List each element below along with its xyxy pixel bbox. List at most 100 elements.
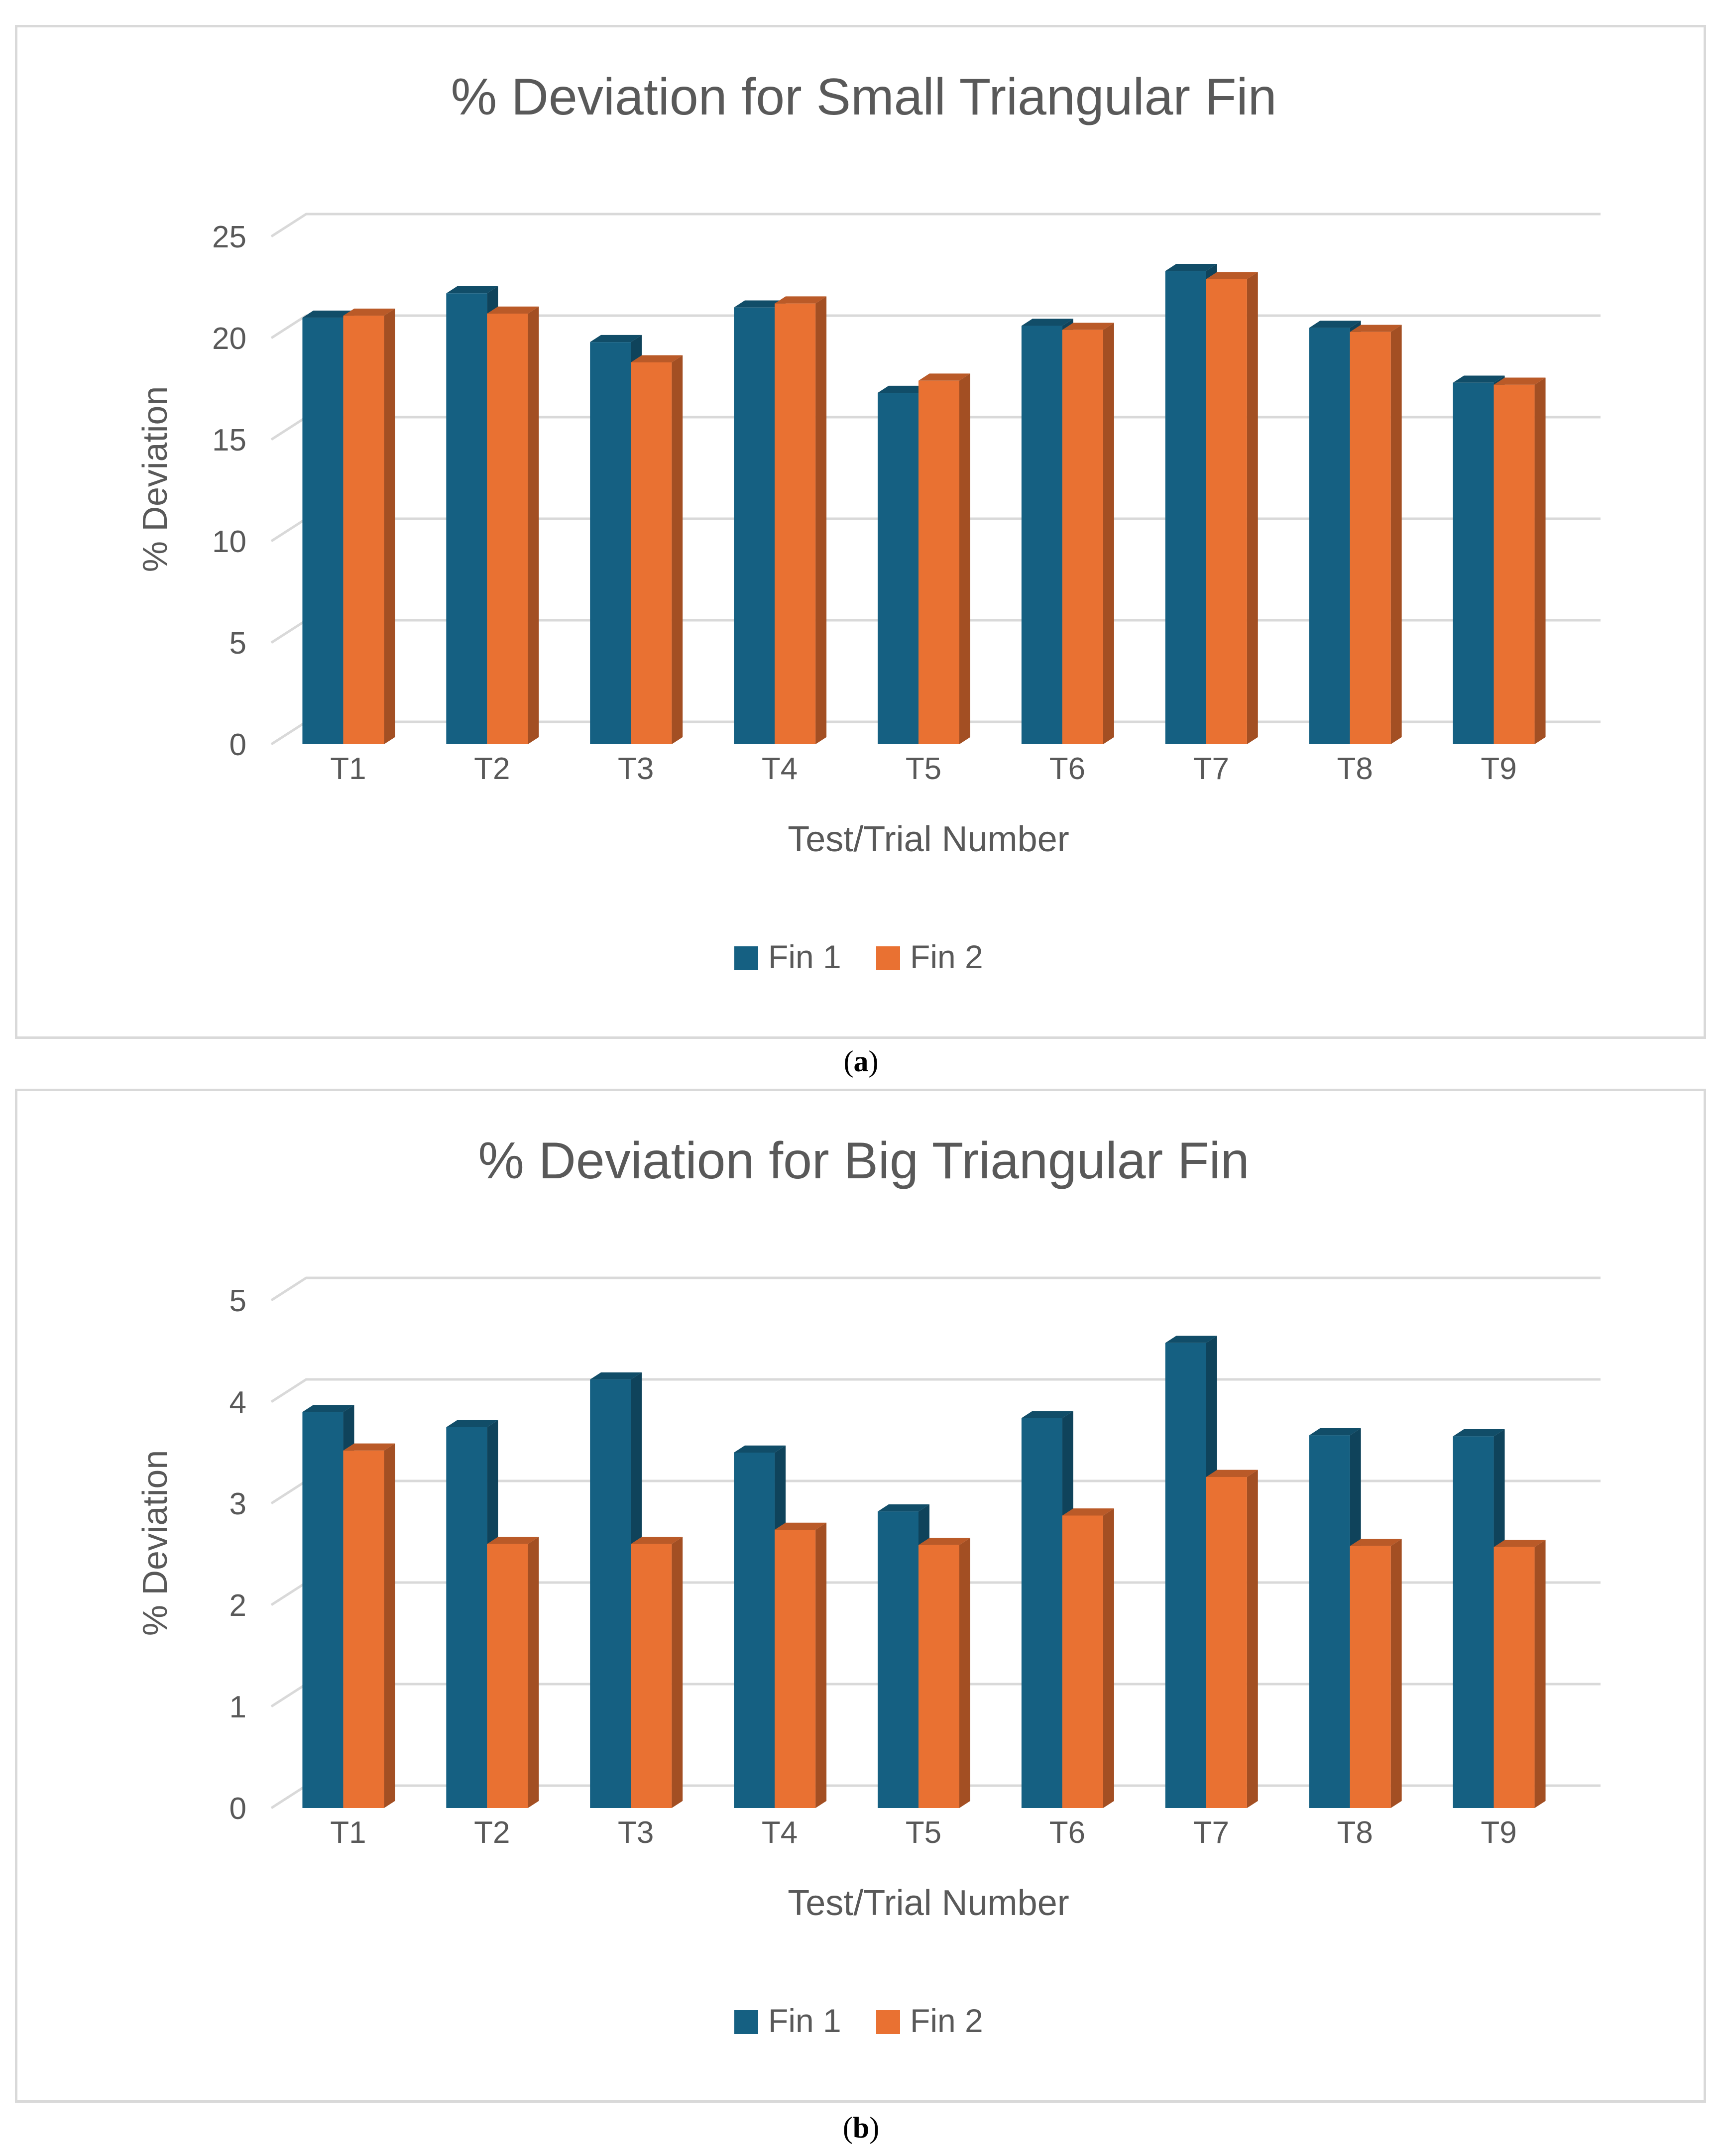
chart-small-fin: % Deviation for Small Triangular Fin 0 5 10… [135, 68, 1601, 975]
legend-swatch [734, 2010, 758, 2034]
bar-fin1-t4 [734, 1453, 775, 1808]
bar-fin2-t2 [487, 314, 528, 744]
bar-top-fin2-t6 [1062, 1508, 1114, 1516]
x-tick-label: T4 [762, 752, 798, 786]
chart-panel-big-fin: % Deviation for Big Triangular Fin 0 1 2 3 4 5… [15, 1089, 1706, 2103]
bar-top-fin1-t1 [302, 1405, 354, 1412]
y-tick-label: 15 [212, 423, 246, 457]
bar-side-fin2-t8 [1390, 325, 1402, 744]
bar-fin1-t9 [1453, 382, 1494, 744]
y-tick-label: 4 [230, 1385, 246, 1420]
bar-side-fin2-t9 [1534, 377, 1546, 744]
gridline [270, 213, 1601, 238]
bar-fin2-t6 [1062, 330, 1103, 744]
bar-top-fin2-t2 [487, 306, 539, 314]
caption-b-letter: b [852, 2111, 870, 2144]
x-tick-label: T1 [330, 752, 366, 786]
legend-swatch [876, 946, 900, 970]
bar-fin2-t1 [343, 316, 384, 744]
bar-top-fin1-t7 [1165, 1336, 1217, 1343]
caption-a-letter: a [853, 1045, 869, 1078]
x-axis-label: Test/Trial Number [788, 1883, 1069, 1923]
bar-top-fin1-t5 [878, 1504, 929, 1512]
bar-top-fin2-t9 [1493, 377, 1546, 385]
bar-top-fin2-t5 [918, 373, 970, 381]
bar-top-fin1-t6 [1021, 319, 1073, 326]
bar-fin2-t7 [1206, 279, 1247, 744]
bar-top-fin2-t1 [343, 308, 395, 316]
legend-label: Fin 2 [910, 938, 983, 975]
bar-side-fin2-t2 [528, 1537, 539, 1808]
bar-side-fin2-t1 [384, 1443, 395, 1808]
bar-side-fin2-t9 [1534, 1540, 1546, 1808]
chart-big-fin: % Deviation for Big Triangular Fin 0 1 2 3 4 5… [135, 1132, 1601, 2039]
x-tick-label: T8 [1337, 752, 1373, 786]
bar-top-fin1-t7 [1165, 264, 1217, 271]
y-tick-label: 5 [230, 626, 246, 661]
bar-top-fin2-t5 [918, 1538, 970, 1545]
bar-top-fin1-t4 [734, 300, 786, 308]
bar-fin1-t5 [878, 1511, 918, 1808]
bar-fin1-t3 [590, 1379, 631, 1808]
bar-fin1-t1 [302, 1412, 344, 1808]
bar-fin1-t7 [1165, 271, 1206, 744]
x-tick-label: T2 [474, 752, 510, 786]
x-tick-label: T4 [762, 1816, 798, 1850]
bar-fin1-t5 [878, 393, 918, 744]
bar-top-fin2-t9 [1493, 1540, 1546, 1547]
bar-fin2-t5 [918, 1545, 959, 1808]
bar-fin1-t6 [1021, 326, 1062, 744]
bar-fin1-t2 [446, 1427, 487, 1808]
legend-swatch [734, 946, 758, 970]
bar-top-fin1-t4 [734, 1445, 786, 1453]
bar-side-fin2-t3 [672, 355, 683, 744]
x-tick-label: T2 [474, 1816, 510, 1850]
x-tick-label: T8 [1337, 1816, 1373, 1850]
legend-swatch [876, 2010, 900, 2034]
x-tick-label: T5 [906, 1816, 941, 1850]
chart-panel-small-fin: % Deviation for Small Triangular Fin 0 5 10… [15, 25, 1706, 1039]
bar-top-fin2-t3 [631, 355, 683, 362]
bar-top-fin1-t3 [590, 1372, 642, 1380]
y-tick-label: 3 [230, 1487, 246, 1521]
bar-top-fin1-t9 [1453, 375, 1505, 383]
bar-top-fin1-t2 [446, 1420, 498, 1427]
bar-fin1-t8 [1309, 328, 1350, 744]
y-tick-label: 1 [230, 1690, 246, 1724]
x-tick-label: T6 [1049, 752, 1085, 786]
bar-fin1-t2 [446, 293, 487, 744]
bar-fin2-t6 [1062, 1515, 1103, 1808]
bar-top-fin2-t7 [1206, 272, 1258, 279]
chart-title: % Deviation for Small Triangular Fin [451, 68, 1277, 126]
bar-top-fin1-t8 [1309, 321, 1361, 328]
bar-top-fin1-t6 [1021, 1411, 1073, 1418]
bar-side-fin2-t4 [815, 1522, 827, 1808]
gridline [270, 1276, 1601, 1302]
y-tick-label: 20 [212, 322, 246, 356]
x-tick-label: T5 [906, 752, 941, 786]
bar-side-fin2-t3 [672, 1537, 683, 1808]
bar-top-fin2-t6 [1062, 323, 1114, 330]
bar-top-fin2-t8 [1350, 325, 1402, 332]
chart-1-root: % Deviation for Big Triangular Fin 0 1 2 3 4 5… [135, 1132, 1601, 2039]
bar-fin2-t3 [631, 1544, 672, 1808]
bar-fin2-t9 [1493, 1547, 1535, 1808]
bar-fin2-t8 [1350, 1546, 1391, 1808]
chart-0-root: % Deviation for Small Triangular Fin 0 5 10… [135, 68, 1601, 975]
bar-side-fin2-t1 [384, 308, 395, 744]
bar-top-fin1-t1 [302, 310, 354, 318]
bar-side-fin2-t6 [1103, 323, 1114, 744]
y-tick-label: 2 [230, 1589, 246, 1623]
bar-top-fin2-t4 [775, 1522, 827, 1530]
bar-side-fin2-t2 [528, 306, 539, 744]
bar-fin1-t6 [1021, 1418, 1062, 1808]
chart-title: % Deviation for Big Triangular Fin [478, 1132, 1249, 1190]
y-tick-label: 10 [212, 525, 246, 559]
bar-fin2-t5 [918, 380, 959, 744]
x-axis-label: Test/Trial Number [788, 819, 1069, 859]
bar-top-fin1-t9 [1453, 1429, 1505, 1437]
x-tick-label: T3 [618, 1816, 654, 1850]
bar-top-fin2-t8 [1350, 1539, 1402, 1546]
bar-fin2-t4 [775, 303, 816, 744]
bar-top-fin2-t1 [343, 1443, 395, 1451]
